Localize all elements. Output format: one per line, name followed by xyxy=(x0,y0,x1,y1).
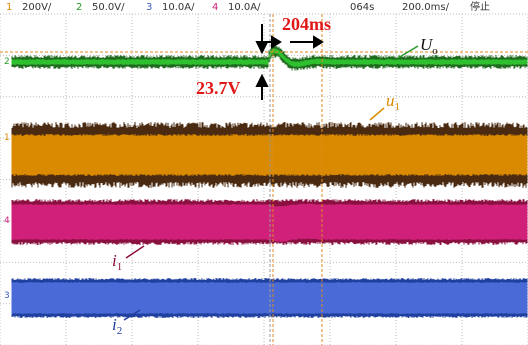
time-delta-label: 204ms xyxy=(282,14,331,34)
channel-scale: 50.0V/ xyxy=(92,2,125,13)
channel-number: 4 xyxy=(212,2,218,13)
timebase: 200.0ms/ xyxy=(402,2,450,13)
channel-number: 2 xyxy=(76,2,82,13)
status: 停止 xyxy=(470,0,490,13)
oscilloscope-screen: 1 200V/ 2 50.0V/ 3 10.0A/ 4 10.0A/ 064s … xyxy=(0,0,528,345)
label-sub: 1 xyxy=(395,101,401,113)
channel-marker: 2 xyxy=(4,57,10,67)
label-sub: o xyxy=(432,45,438,57)
label-sub: 1 xyxy=(117,261,123,273)
channel-scale: 200V/ xyxy=(22,2,52,13)
header: 1 200V/ 2 50.0V/ 3 10.0A/ 4 10.0A/ 064s … xyxy=(6,0,490,13)
label-sub: 2 xyxy=(117,325,123,337)
channel-marker: 3 xyxy=(4,291,10,301)
trigger-time: 064s xyxy=(350,2,374,13)
channel-scale: 10.0A/ xyxy=(228,2,261,13)
channel-marker: 1 xyxy=(4,133,10,143)
channel-number: 1 xyxy=(6,2,12,13)
channel-marker: 4 xyxy=(4,216,10,226)
label-main: u xyxy=(386,91,395,110)
channel-number: 3 xyxy=(146,2,152,13)
channel-scale: 10.0A/ xyxy=(162,2,195,13)
voltage-delta-label: 23.7V xyxy=(196,78,241,98)
